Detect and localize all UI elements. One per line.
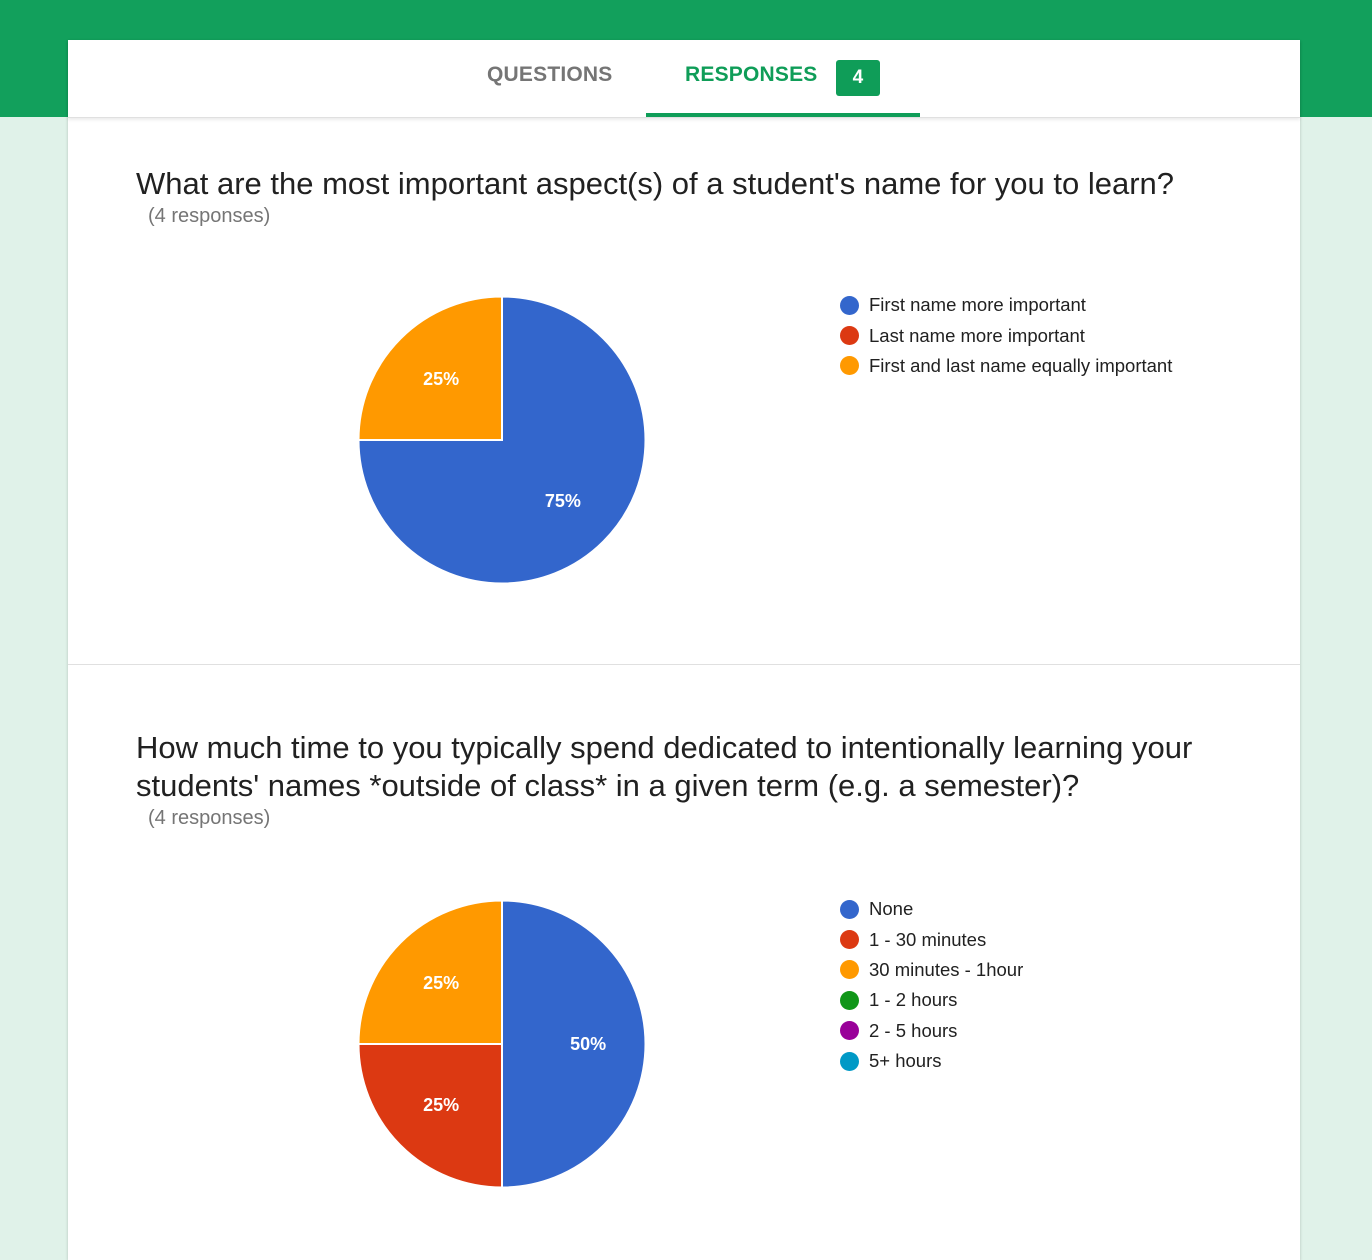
chart-legend: First name more important Last name more … (840, 290, 1172, 381)
legend-item-1-2-hours: 1 - 2 hours (840, 985, 1023, 1015)
chart-legend: None 1 - 30 minutes 30 minutes - 1hour 1 - … (840, 894, 1023, 1076)
response-count: (4 responses) (148, 807, 271, 829)
legend-swatch (840, 990, 859, 1010)
tab-questions[interactable]: QUESTIONS (448, 40, 648, 117)
pie-slice-first-name-more-important (357, 295, 647, 585)
pie-slice-label: 50% (570, 1034, 606, 1054)
section-divider (68, 664, 1300, 665)
legend-item-first-name-more-important: First name more important (840, 290, 1172, 320)
legend-swatch (840, 1051, 859, 1071)
legend-item-last-name-more-important: Last name more important (840, 320, 1172, 350)
legend-item-2-5-hours: 2 - 5 hours (840, 1016, 1023, 1046)
question-title: How much time to you typically spend ded… (136, 730, 1193, 803)
pie-chart: 75% 25% (357, 295, 647, 585)
legend-label: 1 - 30 minutes (869, 928, 987, 950)
legend-swatch (840, 960, 859, 980)
legend-item-5-hours: 5+ hours (840, 1046, 1023, 1076)
responses-count-badge: 4 (836, 60, 880, 96)
legend-label: None (869, 898, 914, 920)
legend-label: 5+ hours (869, 1050, 942, 1072)
pie-slice-none (501, 899, 647, 1189)
legend-item-first-and-last-name-equally-important: First and last name equally important (840, 351, 1172, 381)
tab-bar: QUESTIONS RESPONSES 4 (68, 40, 1300, 118)
legend-item-1-30-minutes: 1 - 30 minutes (840, 924, 1023, 954)
tab-responses-label: RESPONSES (685, 63, 818, 86)
pie-slice-label: 25% (423, 1095, 459, 1115)
legend-swatch (840, 899, 859, 919)
tab-responses[interactable]: RESPONSES 4 (646, 40, 920, 117)
pie-slice-label: 25% (423, 973, 459, 993)
legend-item-none: None (840, 894, 1023, 924)
legend-swatch (840, 930, 859, 950)
pie-slice-first-and-last-name-equally-important (357, 295, 503, 441)
legend-label: Last name more important (869, 324, 1085, 346)
legend-label: 30 minutes - 1hour (869, 958, 1024, 980)
legend-swatch (840, 356, 859, 376)
pie-slice-label: 75% (545, 491, 581, 511)
pie-chart: 50% 25% 25% (357, 899, 647, 1189)
legend-label: 1 - 2 hours (869, 989, 958, 1011)
pie-slice-1-30-minutes (357, 1043, 503, 1189)
tab-questions-label: QUESTIONS (487, 63, 613, 86)
pie-slice-label: 25% (423, 369, 459, 389)
question-title: What are the most important aspect(s) of… (136, 166, 1175, 201)
legend-label: 2 - 5 hours (869, 1019, 958, 1041)
response-count: (4 responses) (148, 205, 271, 227)
legend-item-30-minutes-1hour: 30 minutes - 1hour (840, 955, 1023, 985)
legend-label: First name more important (869, 294, 1086, 316)
pie-slice-30-minutes-1hour (357, 899, 503, 1045)
legend-swatch (840, 326, 859, 346)
legend-swatch (840, 1021, 859, 1041)
responses-card: QUESTIONS RESPONSES 4 What are the most … (68, 40, 1300, 1260)
legend-swatch (840, 295, 859, 315)
legend-label: First and last name equally important (869, 354, 1173, 376)
